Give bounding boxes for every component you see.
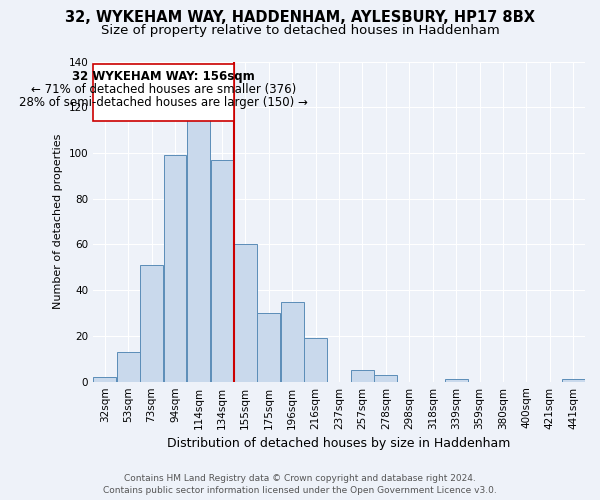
Bar (140, 265, 163, 382)
Bar (374, 375, 397, 382)
Bar (164, 156, 187, 382)
Y-axis label: Number of detached properties: Number of detached properties (53, 134, 63, 310)
Bar (94, 377, 116, 382)
Bar (281, 302, 304, 382)
Text: Size of property relative to detached houses in Haddenham: Size of property relative to detached ho… (101, 24, 499, 37)
Bar (187, 116, 210, 382)
Text: 28% of semi-detached houses are larger (150) →: 28% of semi-detached houses are larger (… (19, 96, 308, 109)
Bar (445, 380, 467, 382)
FancyBboxPatch shape (93, 64, 233, 121)
Text: 32, WYKEHAM WAY, HADDENHAM, AYLESBURY, HP17 8BX: 32, WYKEHAM WAY, HADDENHAM, AYLESBURY, H… (65, 10, 535, 25)
Bar (257, 313, 280, 382)
Bar (351, 370, 374, 382)
Text: Contains HM Land Registry data © Crown copyright and database right 2024.
Contai: Contains HM Land Registry data © Crown c… (103, 474, 497, 495)
Bar (211, 160, 233, 382)
Bar (304, 338, 327, 382)
Text: 32 WYKEHAM WAY: 156sqm: 32 WYKEHAM WAY: 156sqm (72, 70, 254, 82)
Text: ← 71% of detached houses are smaller (376): ← 71% of detached houses are smaller (37… (31, 83, 296, 96)
Bar (562, 380, 584, 382)
Bar (117, 352, 140, 382)
X-axis label: Distribution of detached houses by size in Haddenham: Distribution of detached houses by size … (167, 437, 511, 450)
Bar (234, 244, 257, 382)
